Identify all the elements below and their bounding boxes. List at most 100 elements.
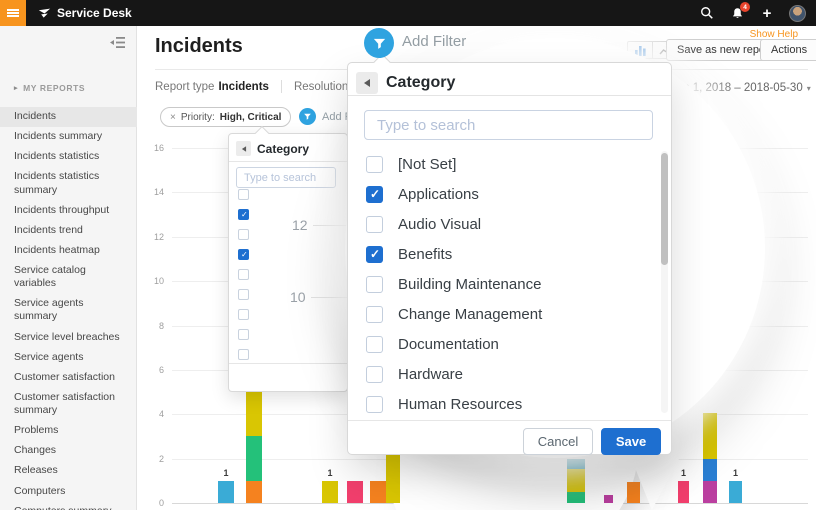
hamburger-menu-button[interactable]	[0, 0, 26, 26]
checkbox-unchecked[interactable]	[366, 275, 383, 293]
back-button[interactable]	[236, 141, 251, 156]
sidebar-item[interactable]: Releases	[14, 464, 58, 477]
add-filter-button-magnified[interactable]	[364, 28, 394, 58]
checkbox-unchecked[interactable]	[366, 215, 383, 233]
checkbox-unchecked[interactable]	[238, 309, 249, 320]
category-option-row[interactable]: Change Management	[349, 299, 659, 329]
magnified-gridline	[311, 297, 347, 298]
sidebar-item[interactable]: Service agents summary	[14, 297, 84, 323]
add-filter-label-magnified: Add Filter	[402, 33, 467, 50]
checkbox-unchecked[interactable]	[238, 189, 249, 200]
notifications-bell-icon[interactable]: 4	[729, 2, 750, 21]
checkbox-unchecked[interactable]	[238, 349, 249, 360]
bar-segment-yellow	[246, 389, 262, 437]
bar-segment-orange	[246, 480, 262, 503]
stacked-bar	[347, 480, 363, 503]
y-axis-tick-label: 4	[158, 409, 164, 420]
category-option-label: Human Resources	[398, 395, 523, 413]
app-brand[interactable]: Service Desk	[38, 0, 132, 26]
category-option-label: Change Management	[398, 305, 543, 323]
chip-label: Priority:	[180, 111, 215, 123]
category-search-input[interactable]	[236, 167, 336, 188]
sidebar-item[interactable]: Service agents	[14, 350, 84, 363]
cancel-button[interactable]: Cancel	[523, 428, 593, 455]
y-axis-tick-label: 16	[153, 143, 164, 153]
actions-button[interactable]: Actions ▾	[760, 39, 816, 61]
sidebar-item[interactable]: Service catalog variables	[14, 264, 86, 290]
sidebar-item[interactable]: Incidents throughput	[14, 203, 110, 216]
checkbox-checked[interactable]	[238, 249, 249, 260]
sidebar-item[interactable]: Incidents heatmap	[14, 243, 100, 256]
back-arrow-icon	[364, 79, 370, 87]
bar-segment-cyan	[218, 480, 234, 503]
checkbox-unchecked[interactable]	[366, 305, 383, 323]
checkbox-checked[interactable]	[238, 209, 249, 220]
checkbox-unchecked[interactable]	[238, 269, 249, 280]
divider	[229, 161, 347, 162]
scrollbar-track[interactable]	[661, 151, 668, 413]
y-axis-tick-label: 10	[153, 276, 164, 287]
y-axis-tick-label: 14	[153, 187, 164, 198]
show-help-link[interactable]: Show Help	[749, 29, 798, 40]
checkbox-unchecked[interactable]	[366, 155, 383, 173]
checkbox-checked[interactable]	[366, 185, 383, 203]
sidebar-collapse-icon[interactable]	[109, 36, 126, 54]
category-filter-panel-magnified: Category [Not Set] Applications Audio Visu…	[347, 53, 672, 455]
search-icon[interactable]	[699, 5, 715, 21]
category-search-input[interactable]	[364, 110, 653, 140]
actions-button-label: Actions	[771, 44, 808, 56]
category-option-row[interactable]: Benefits	[349, 239, 659, 269]
category-option-row[interactable]: [Not Set]	[349, 149, 659, 179]
sidebar-item[interactable]: Incidents	[0, 107, 137, 128]
category-option-label: [Not Set]	[398, 155, 457, 173]
category-option-row[interactable]: Applications	[349, 179, 659, 209]
category-option-row[interactable]: Audio Visual	[349, 209, 659, 239]
sidebar-item[interactable]: Customer satisfaction summary	[14, 390, 115, 416]
sidebar-item[interactable]: Service level breaches	[14, 330, 120, 343]
category-option-row[interactable]: Documentation	[349, 329, 659, 359]
category-option-row[interactable]: Building Maintenance	[349, 269, 659, 299]
resolution-label[interactable]: Resolution:	[293, 80, 352, 93]
sidebar-item[interactable]: Changes	[14, 444, 57, 457]
sidebar-item[interactable]: Incidents statistics	[14, 150, 100, 163]
new-item-plus-icon[interactable]: +	[762, 4, 772, 22]
checkbox-unchecked[interactable]	[238, 289, 249, 300]
bar-segment-orange	[370, 480, 386, 503]
scrollbar-thumb[interactable]	[661, 153, 668, 265]
sidebar-section-my-reports[interactable]: ▸ MY REPORTS	[14, 83, 85, 93]
checkbox-checked[interactable]	[366, 245, 383, 263]
sidebar-item[interactable]: Problems	[14, 424, 59, 437]
solarwinds-logo-icon	[38, 8, 51, 18]
checkbox-unchecked[interactable]	[238, 329, 249, 340]
add-filter-button[interactable]	[299, 108, 316, 125]
sidebar-item[interactable]: Incidents summary	[14, 130, 103, 143]
bar-value-label: 1	[223, 467, 229, 478]
bar-segment-green	[567, 491, 585, 503]
hamburger-icon	[7, 9, 19, 17]
save-button[interactable]: Save	[601, 428, 661, 455]
sidebar-item[interactable]: Customer satisfaction	[14, 370, 115, 383]
checkbox-unchecked[interactable]	[366, 395, 383, 413]
bar-segment-pink	[678, 480, 689, 503]
category-option-list: [Not Set] Applications Audio Visual Benefit…	[349, 149, 659, 419]
category-option-row[interactable]: Human Resources	[349, 389, 659, 419]
checkbox-unchecked[interactable]	[238, 229, 249, 240]
checkbox-unchecked[interactable]	[366, 365, 383, 383]
user-avatar[interactable]	[789, 4, 806, 22]
back-button[interactable]	[356, 72, 378, 94]
divider	[229, 363, 347, 364]
topbar-icons: 4 +	[699, 0, 806, 26]
sidebar-item[interactable]: Incidents statistics summary	[14, 170, 100, 196]
stacked-bar	[370, 480, 386, 503]
priority-filter-chip[interactable]: × Priority: High, Critical	[160, 107, 292, 127]
sidebar-item[interactable]: Computers	[14, 484, 66, 497]
checkbox-unchecked[interactable]	[366, 335, 383, 353]
save-as-new-report-button[interactable]: Save as new report	[666, 39, 783, 61]
category-option-row[interactable]: Hardware	[349, 359, 659, 389]
sidebar-item[interactable]: Incidents trend	[14, 223, 83, 236]
close-icon[interactable]: ×	[170, 111, 176, 123]
stacked-bar	[703, 413, 717, 503]
reports-sidebar: ▸ MY REPORTS ▾ STANDARD REPORTS Incident…	[0, 26, 137, 510]
sidebar-item[interactable]: Computers summary	[0, 502, 137, 510]
magnified-y-tick-label: 10	[290, 289, 306, 305]
